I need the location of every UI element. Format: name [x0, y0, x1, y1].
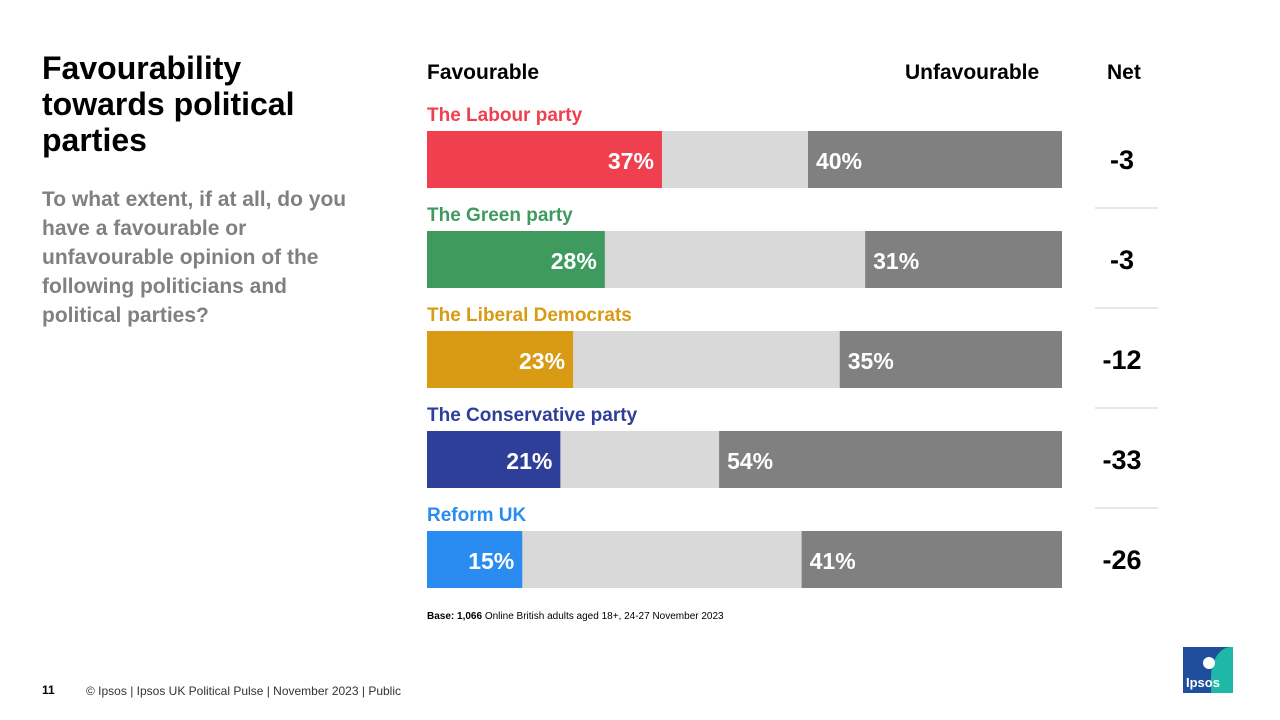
question-text: To what extent, if at all, do you have a…	[42, 188, 347, 327]
net-value-label: -3	[1110, 245, 1134, 275]
page-title: Favourability towards political parties	[42, 50, 295, 158]
unfavourable-bar	[719, 431, 1062, 488]
category-label: Reform UK	[427, 505, 527, 526]
unfavourable-bar	[865, 231, 1062, 288]
favourable-bar	[427, 431, 561, 488]
header-unfavourable: Unfavourable	[905, 61, 1040, 84]
logo-text: Ipsos	[1186, 675, 1220, 690]
category-label: The Labour party	[427, 105, 583, 126]
logo-wave-icon	[1211, 647, 1233, 693]
category-label: The Green party	[427, 205, 573, 226]
footer-text: © Ipsos | Ipsos UK Political Pulse | Nov…	[86, 684, 401, 698]
net-value-label: -3	[1110, 145, 1134, 175]
net-value-label: -26	[1102, 545, 1141, 575]
header-net: Net	[1107, 61, 1141, 84]
favourable-bar	[427, 231, 605, 288]
base-count: 1,066	[457, 611, 483, 622]
base-text: Online British adults aged 18+, 24-27 No…	[484, 611, 724, 622]
favourable-value-label: 23%	[519, 348, 565, 374]
favourable-bar	[427, 331, 574, 388]
category-label: The Liberal Democrats	[427, 305, 632, 326]
net-value-label: -12	[1102, 345, 1141, 375]
favourable-value-label: 15%	[468, 548, 514, 574]
ipsos-logo: Ipsos	[1183, 647, 1233, 693]
category-label: The Conservative party	[427, 405, 638, 426]
unfavourable-bar	[839, 331, 1062, 388]
net-value-label: -33	[1102, 445, 1141, 475]
favourable-bar	[427, 131, 662, 188]
favourable-value-label: 28%	[551, 248, 597, 274]
base-note: Base: 1,066 Online British adults aged 1…	[427, 611, 724, 622]
unfavourable-value-label: 41%	[810, 548, 856, 574]
page-number: 11	[42, 683, 55, 697]
favourable-value-label: 21%	[506, 448, 552, 474]
unfavourable-bar	[808, 131, 1062, 188]
logo-dot-icon	[1203, 657, 1215, 669]
unfavourable-value-label: 40%	[816, 148, 862, 174]
base-label: Base:	[427, 611, 455, 622]
favourable-value-label: 37%	[608, 148, 654, 174]
unfavourable-value-label: 35%	[848, 348, 894, 374]
header-favourable: Favourable	[427, 61, 540, 84]
unfavourable-bar	[801, 531, 1062, 588]
unfavourable-value-label: 31%	[873, 248, 919, 274]
unfavourable-value-label: 54%	[727, 448, 773, 474]
favourable-bar	[427, 531, 523, 588]
